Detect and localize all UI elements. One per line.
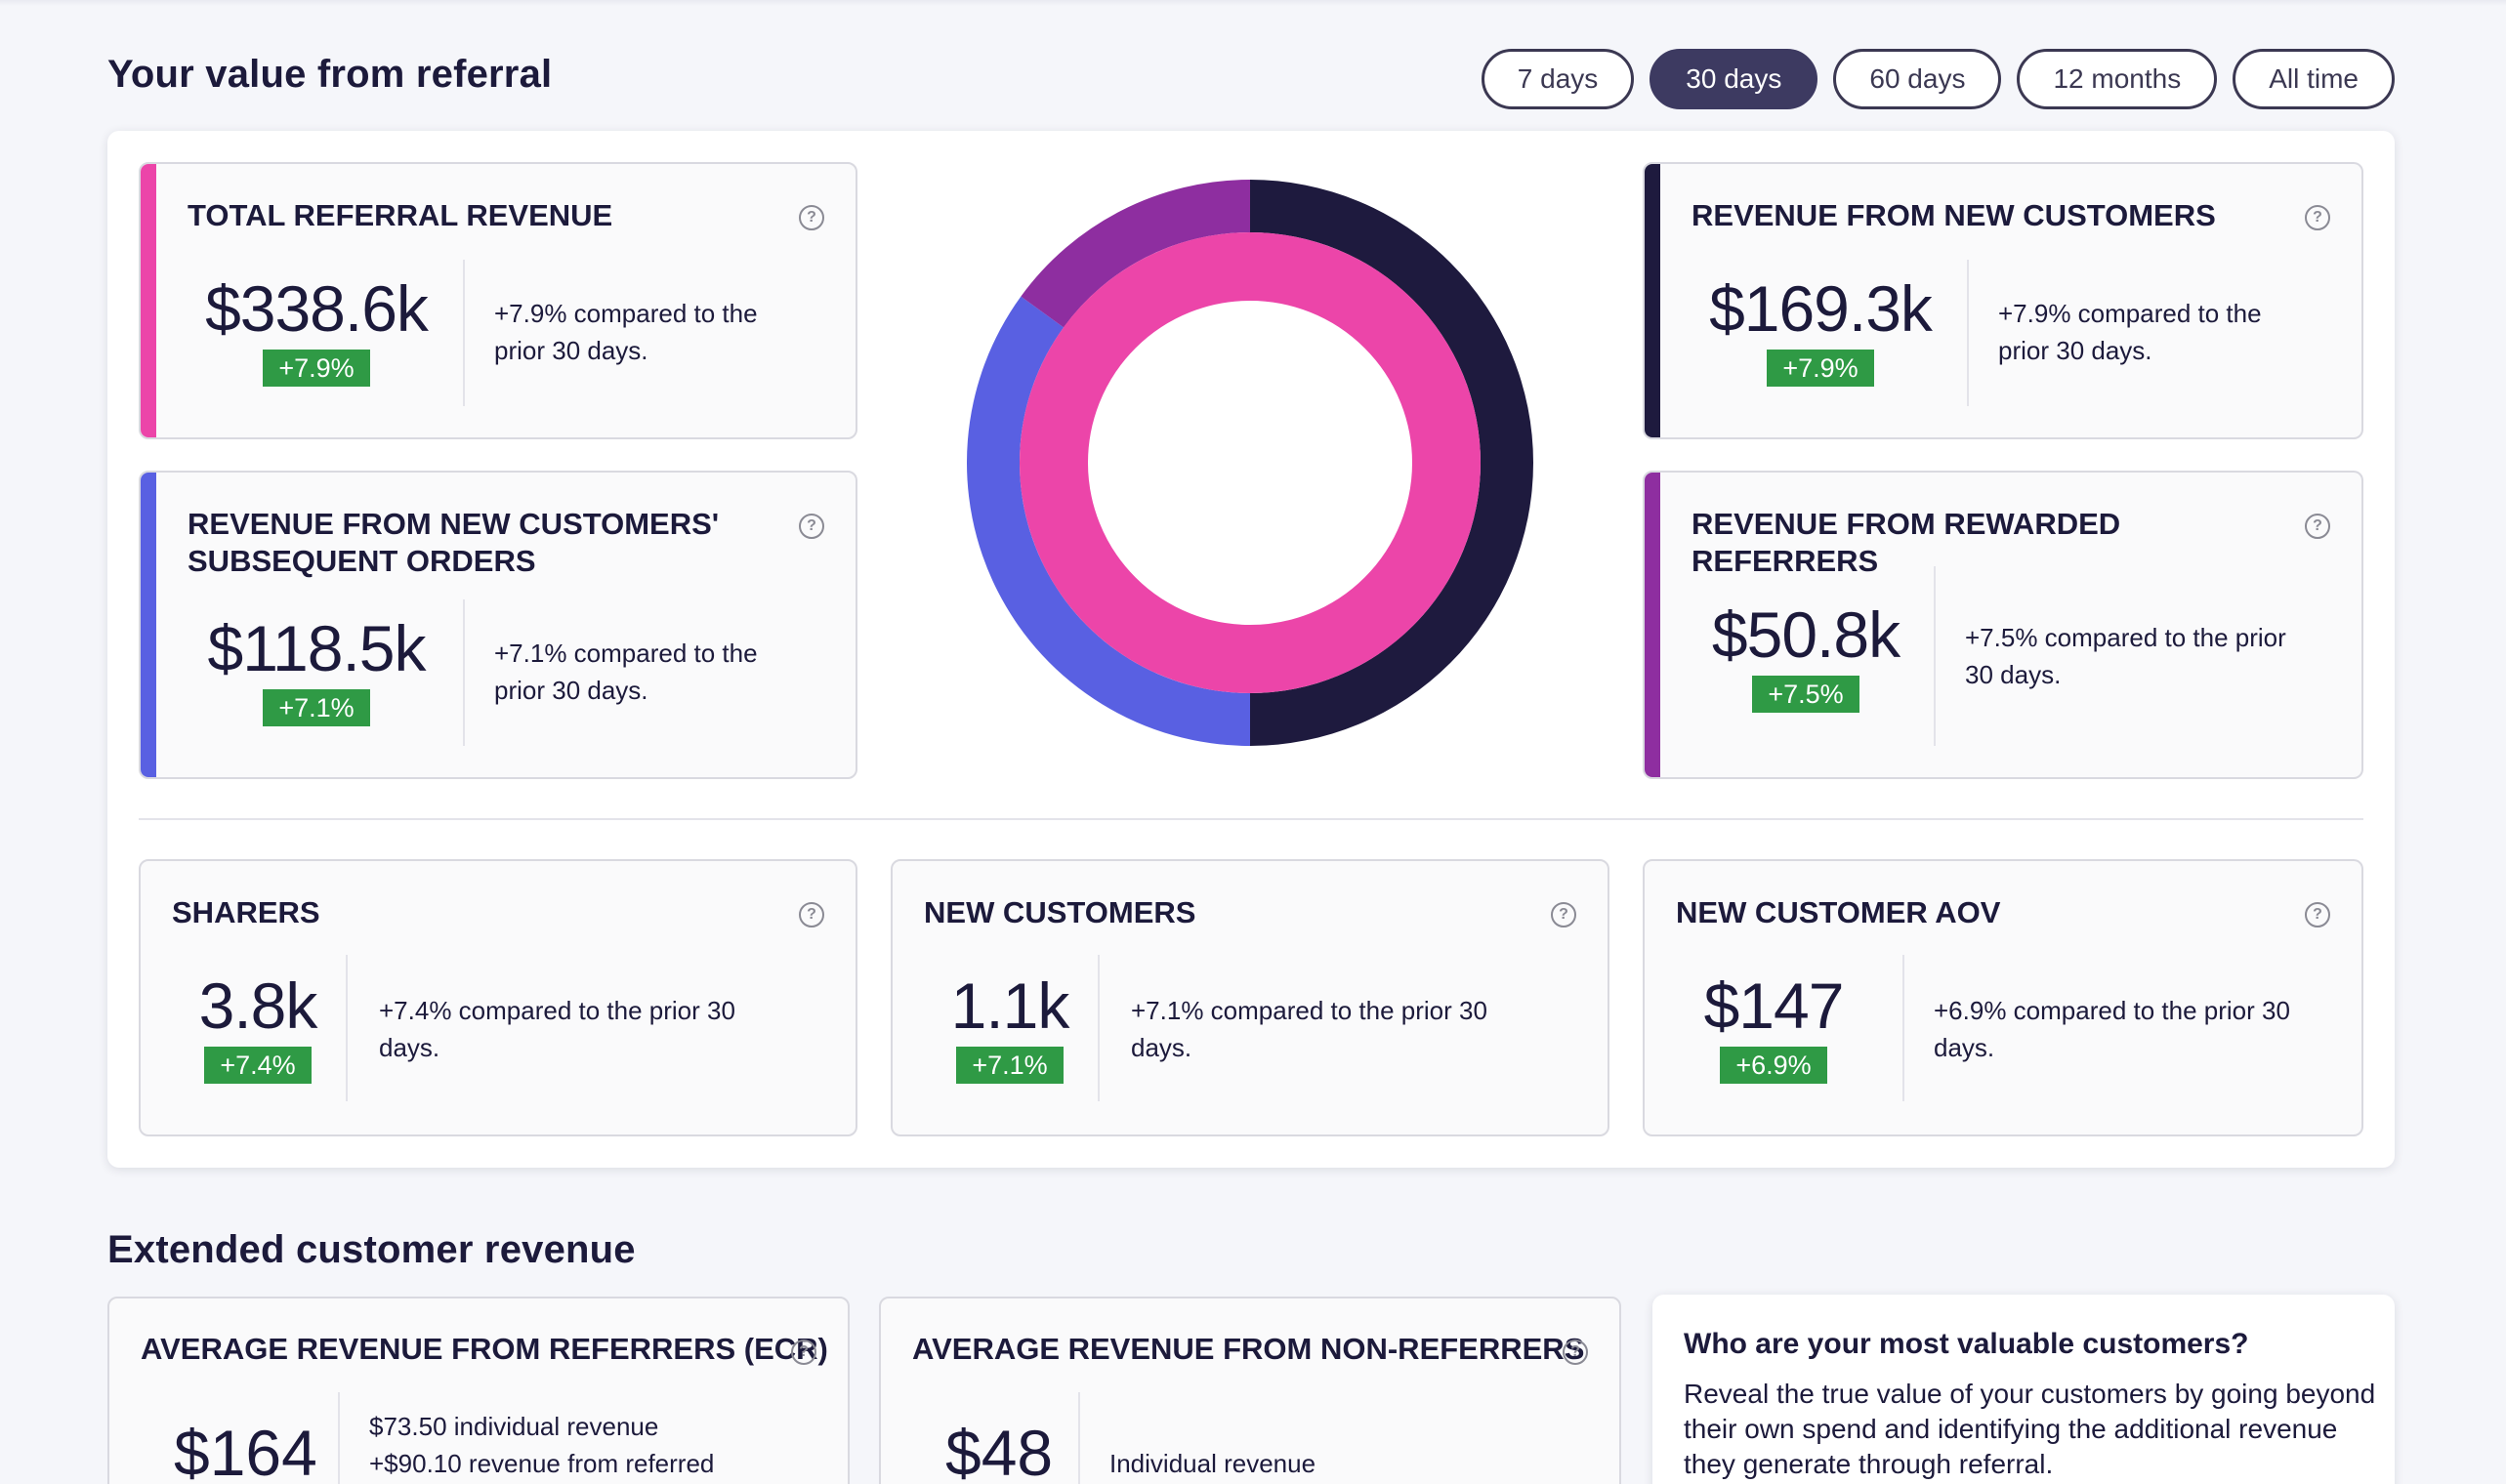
- metric-title: NEW CUSTOMER AOV: [1676, 895, 2001, 929]
- non-referrers-description: Individual revenue: [1109, 1449, 1316, 1478]
- accent-bar: [1645, 473, 1660, 777]
- metric-title: REVENUE FROM NEW CUSTOMERS' SUBSEQUENT O…: [188, 507, 720, 578]
- donut-outer-segment-1: [967, 296, 1250, 746]
- divider: [1078, 1392, 1080, 1484]
- date-range-filters: 7 days 30 days 60 days 12 months All tim…: [1481, 49, 2395, 109]
- rewarded-referrers-revenue-card: REVENUE FROM REWARDED REFERRERS ? $50.8k…: [1643, 471, 2363, 779]
- help-icon[interactable]: ?: [799, 514, 824, 539]
- filter-all-time[interactable]: All time: [2233, 49, 2395, 109]
- accent-bar: [1645, 164, 1660, 437]
- change-badge: +7.9%: [1767, 350, 1874, 387]
- metric-value: $48: [945, 1417, 1054, 1484]
- metric-value: $169.3k: [1709, 272, 1933, 345]
- divider: [463, 260, 465, 406]
- info-text: Reveal the true value of your customers …: [1684, 1379, 2376, 1479]
- top-divider: [0, 0, 2506, 6]
- metric-description: +7.9% compared to the prior 30 days.: [494, 299, 758, 365]
- metric-title: NEW CUSTOMERS: [924, 895, 1196, 929]
- filter-60-days[interactable]: 60 days: [1833, 49, 2002, 109]
- value-block: $169.3k +7.9%: [1674, 271, 1967, 387]
- ecr-card: AVERAGE REVENUE FROM REFERRERS (ECR) ? $…: [107, 1297, 850, 1484]
- subsequent-orders-revenue-card: REVENUE FROM NEW CUSTOMERS' SUBSEQUENT O…: [139, 471, 857, 779]
- change-badge: +7.1%: [263, 689, 370, 726]
- metric-title: AVERAGE REVENUE FROM REFERRERS (ECR): [141, 1332, 828, 1366]
- extended-section-title: Extended customer revenue: [107, 1228, 636, 1271]
- change-badge: +7.1%: [956, 1047, 1064, 1084]
- metric-value: $164: [174, 1417, 317, 1484]
- metric-description: +7.1% compared to the prior 30 days.: [1131, 996, 1487, 1062]
- valuable-customers-info-card: Who are your most valuable customers? Re…: [1652, 1295, 2395, 1484]
- donut-outer-segment-0: [1250, 180, 1533, 746]
- new-customers-revenue-card: REVENUE FROM NEW CUSTOMERS ? $169.3k +7.…: [1643, 162, 2363, 439]
- info-title: Who are your most valuable customers?: [1684, 1328, 2249, 1360]
- non-referrers-card: AVERAGE REVENUE FROM NON-REFERRERS ? $48…: [879, 1297, 1621, 1484]
- help-icon[interactable]: ?: [2305, 205, 2330, 230]
- value-block: $338.6k +7.9%: [170, 271, 463, 387]
- metric-description: +7.4% compared to the prior 30 days.: [379, 996, 735, 1062]
- divider: [1098, 955, 1100, 1101]
- sharers-card: SHARERS ? 3.8k +7.4% +7.4% compared to t…: [139, 859, 857, 1136]
- filter-7-days[interactable]: 7 days: [1481, 49, 1635, 109]
- metric-value: 3.8k: [198, 969, 318, 1042]
- referral-value-card: TOTAL REFERRAL REVENUE ? $338.6k +7.9% +…: [107, 131, 2395, 1168]
- ecr-referred-revenue: +$90.10 revenue from referred: [369, 1449, 715, 1478]
- metric-value: $338.6k: [205, 272, 429, 345]
- new-customers-card: NEW CUSTOMERS ? 1.1k +7.1% +7.1% compare…: [891, 859, 1609, 1136]
- new-customer-aov-card: NEW CUSTOMER AOV ? $147 +6.9% +6.9% comp…: [1643, 859, 2363, 1136]
- metric-description: +7.9% compared to the prior 30 days.: [1998, 299, 2262, 365]
- donut-inner-segment-0: [1020, 232, 1481, 693]
- help-icon[interactable]: ?: [791, 1340, 816, 1365]
- accent-bar: [141, 473, 156, 777]
- change-badge: +7.9%: [263, 350, 370, 387]
- filter-12-months[interactable]: 12 months: [2017, 49, 2218, 109]
- change-badge: +7.5%: [1752, 676, 1859, 713]
- metric-title: REVENUE FROM REWARDED REFERRERS: [1692, 507, 2121, 578]
- divider: [338, 1392, 340, 1484]
- metric-value: $118.5k: [207, 612, 427, 684]
- filter-30-days[interactable]: 30 days: [1650, 49, 1818, 109]
- divider: [463, 599, 465, 746]
- change-badge: +6.9%: [1720, 1047, 1827, 1084]
- metric-description: +6.9% compared to the prior 30 days.: [1934, 996, 2290, 1062]
- divider: [1967, 260, 1969, 406]
- change-badge: +7.4%: [204, 1047, 312, 1084]
- metric-title: REVENUE FROM NEW CUSTOMERS: [1692, 198, 2216, 232]
- help-icon[interactable]: ?: [799, 902, 824, 928]
- help-icon[interactable]: ?: [2305, 514, 2330, 539]
- metric-title: TOTAL REFERRAL REVENUE: [188, 198, 613, 232]
- metric-description: +7.1% compared to the prior 30 days.: [494, 639, 758, 705]
- total-referral-revenue-card: TOTAL REFERRAL REVENUE ? $338.6k +7.9% +…: [139, 162, 857, 439]
- revenue-donut-chart: [967, 180, 1533, 746]
- metric-value: 1.1k: [950, 969, 1070, 1042]
- metric-value: $50.8k: [1711, 598, 1900, 671]
- help-icon[interactable]: ?: [1551, 902, 1576, 928]
- donut-outer-segment-2: [1021, 180, 1250, 328]
- page-title: Your value from referral: [107, 53, 553, 96]
- value-block: 3.8k +7.4%: [141, 969, 375, 1084]
- metric-value: $147: [1703, 969, 1845, 1042]
- value-block: 1.1k +7.1%: [893, 969, 1127, 1084]
- metric-title: AVERAGE REVENUE FROM NON-REFERRERS: [912, 1332, 1585, 1366]
- divider: [346, 955, 348, 1101]
- value-block: $118.5k +7.1%: [170, 611, 463, 726]
- divider: [1902, 955, 1904, 1101]
- ecr-individual-revenue: $73.50 individual revenue: [369, 1412, 659, 1441]
- section-divider: [139, 818, 2363, 820]
- help-icon[interactable]: ?: [2305, 902, 2330, 928]
- divider: [1934, 566, 1936, 746]
- value-block: $147 +6.9%: [1645, 969, 1902, 1084]
- help-icon[interactable]: ?: [799, 205, 824, 230]
- metric-description: +7.5% compared to the prior 30 days.: [1965, 623, 2286, 689]
- value-block: $50.8k +7.5%: [1664, 598, 1947, 713]
- accent-bar: [141, 164, 156, 437]
- metric-title: SHARERS: [172, 895, 320, 929]
- help-icon[interactable]: ?: [1563, 1340, 1588, 1365]
